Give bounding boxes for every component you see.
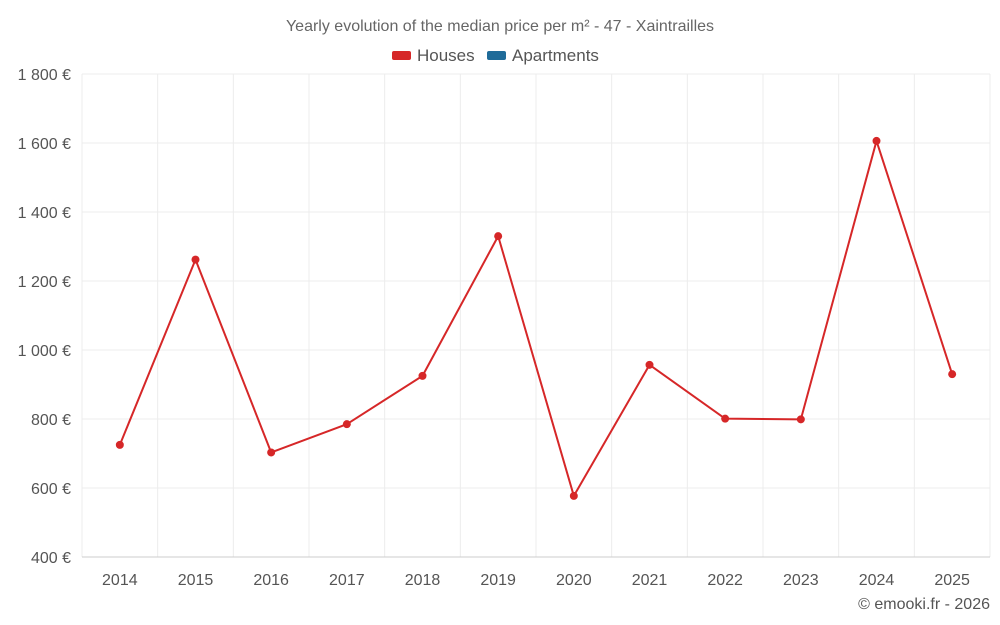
data-point[interactable]	[569, 491, 578, 500]
legend-swatch	[487, 51, 506, 60]
x-tick-label: 2025	[934, 572, 970, 589]
legend: Houses Apartments	[392, 46, 599, 65]
y-tick-label: 1 800 €	[18, 67, 71, 84]
x-tick-label: 2019	[480, 572, 516, 589]
x-tick-label: 2015	[178, 572, 214, 589]
y-tick-label: 800 €	[31, 412, 71, 429]
x-tick-label: 2017	[329, 572, 365, 589]
data-point[interactable]	[267, 448, 276, 457]
data-point[interactable]	[191, 255, 200, 264]
data-point[interactable]	[342, 420, 351, 429]
x-tick-label: 2018	[405, 572, 441, 589]
grid	[81, 73, 991, 557]
y-axis: 400 € 600 € 800 € 1 000 € 1 200 € 1 400 € 1 60…	[18, 67, 71, 567]
series-layer	[115, 136, 957, 500]
y-tick-label: 1 600 €	[18, 136, 71, 153]
x-tick-label: 2023	[783, 572, 819, 589]
data-point[interactable]	[115, 440, 124, 449]
x-tick-label: 2016	[253, 572, 289, 589]
y-tick-label: 1 000 €	[18, 343, 71, 360]
legend-label: Houses	[417, 46, 475, 65]
x-tick-label: 2014	[102, 572, 138, 589]
data-point[interactable]	[948, 370, 957, 379]
legend-label: Apartments	[512, 46, 599, 65]
data-point[interactable]	[796, 415, 805, 424]
data-point[interactable]	[645, 360, 654, 369]
x-tick-label: 2020	[556, 572, 592, 589]
data-point[interactable]	[418, 371, 427, 380]
x-tick-label: 2024	[859, 572, 895, 589]
y-tick-label: 1 400 €	[18, 205, 71, 222]
x-tick-label: 2022	[707, 572, 743, 589]
y-tick-label: 1 200 €	[18, 274, 71, 291]
x-tick-label: 2021	[632, 572, 668, 589]
y-tick-label: 400 €	[31, 550, 71, 567]
y-tick-label: 600 €	[31, 481, 71, 498]
legend-item-apartments[interactable]: Apartments	[487, 46, 599, 65]
data-point[interactable]	[494, 232, 503, 241]
legend-swatch	[392, 51, 411, 60]
data-point[interactable]	[872, 136, 881, 145]
credit-text: © emooki.fr - 2026	[858, 596, 990, 613]
x-axis: 2014 2015 2016 2017 2018 2019 2020 2021 2022 2023…	[82, 556, 990, 589]
legend-item-houses[interactable]: Houses	[392, 46, 475, 65]
series-line-houses	[118, 139, 954, 497]
data-point[interactable]	[721, 414, 730, 423]
chart-title: Yearly evolution of the median price per…	[286, 18, 714, 35]
